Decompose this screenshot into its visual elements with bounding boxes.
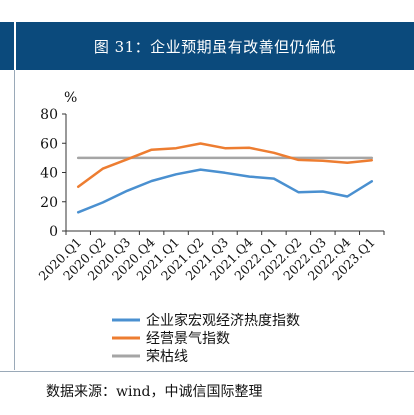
bottom-rule [0, 371, 414, 372]
legend-label-3: 荣枯线 [146, 349, 188, 365]
y-tick-label: 20 [40, 195, 58, 211]
y-tick-label: 0 [49, 224, 58, 240]
y-tick-label: 80 [40, 107, 58, 123]
legend-label-2: 经营景气指数 [146, 331, 230, 347]
series-line-2 [76, 142, 374, 189]
figure-header: 图 31：企业预期虽有改善但仍偏低 [16, 22, 414, 70]
left-strip-cap [0, 22, 14, 70]
y-tick-label: 40 [40, 166, 58, 182]
legend-label-1: 企业家宏观经济热度指数 [146, 312, 300, 329]
y-tick-label: 60 [40, 136, 58, 152]
line-chart: %0204060802020.Q12020.Q22020.Q32020.Q420… [36, 90, 385, 365]
y-axis-unit-label: % [64, 90, 77, 106]
source-note: 数据来源：wind，中诚信国际整理 [46, 384, 263, 400]
left-border-line [14, 70, 15, 370]
left-strip [0, 0, 16, 415]
series-line-1 [76, 168, 374, 214]
figure-title: 图 31：企业预期虽有改善但仍偏低 [93, 37, 337, 56]
